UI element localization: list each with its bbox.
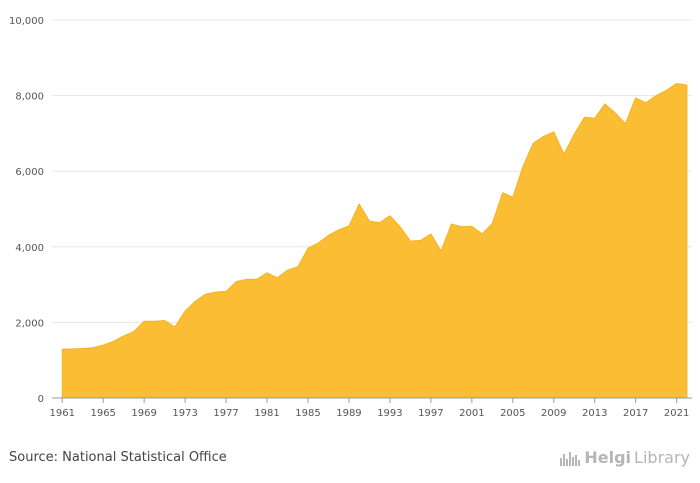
y-axis: 0 2,000 4,000 6,000 8,000 10,000 — [9, 16, 44, 405]
x-tick-label: 1993 — [377, 408, 402, 419]
logo-text-helgi: Helgi — [584, 448, 632, 467]
x-tick-label: 2005 — [500, 408, 525, 419]
x-tick-label: 2021 — [664, 408, 689, 419]
x-tick-label: 1981 — [254, 408, 279, 419]
logo-text-library: Library — [634, 448, 690, 467]
x-tick-label: 1997 — [418, 408, 443, 419]
y-tick-label: 0 — [38, 394, 44, 405]
x-tick-label: 1961 — [50, 408, 75, 419]
source-note: Source: National Statistical Office — [9, 450, 227, 465]
y-tick-label: 8,000 — [15, 92, 44, 103]
y-tick-label: 10,000 — [9, 16, 44, 27]
y-tick-label: 4,000 — [15, 243, 44, 254]
bar-chart-icon — [560, 451, 581, 466]
x-tick-label: 1973 — [172, 408, 197, 419]
area-chart: 0 2,000 4,000 6,000 8,000 10,000 1961 1965 1969… — [9, 16, 692, 419]
data-area — [61, 82, 688, 399]
x-tick-label: 1965 — [90, 408, 115, 419]
helgi-library-logo: Helgi Library — [559, 448, 690, 467]
y-tick-label: 6,000 — [15, 167, 44, 178]
x-tick-label: 1969 — [131, 408, 156, 419]
x-tick-label: 2017 — [623, 408, 648, 419]
x-tick-label: 1985 — [295, 408, 320, 419]
x-tick-label: 2013 — [582, 408, 607, 419]
x-tick-label: 1989 — [336, 408, 361, 419]
x-tick-label: 2001 — [459, 408, 484, 419]
y-tick-label: 2,000 — [15, 318, 44, 329]
x-tick-label: 1977 — [213, 408, 238, 419]
x-axis: 1961 1965 1969 1973 1977 1981 1985 1989 1993 1997… — [50, 398, 689, 419]
x-tick-label: 2009 — [541, 408, 566, 419]
